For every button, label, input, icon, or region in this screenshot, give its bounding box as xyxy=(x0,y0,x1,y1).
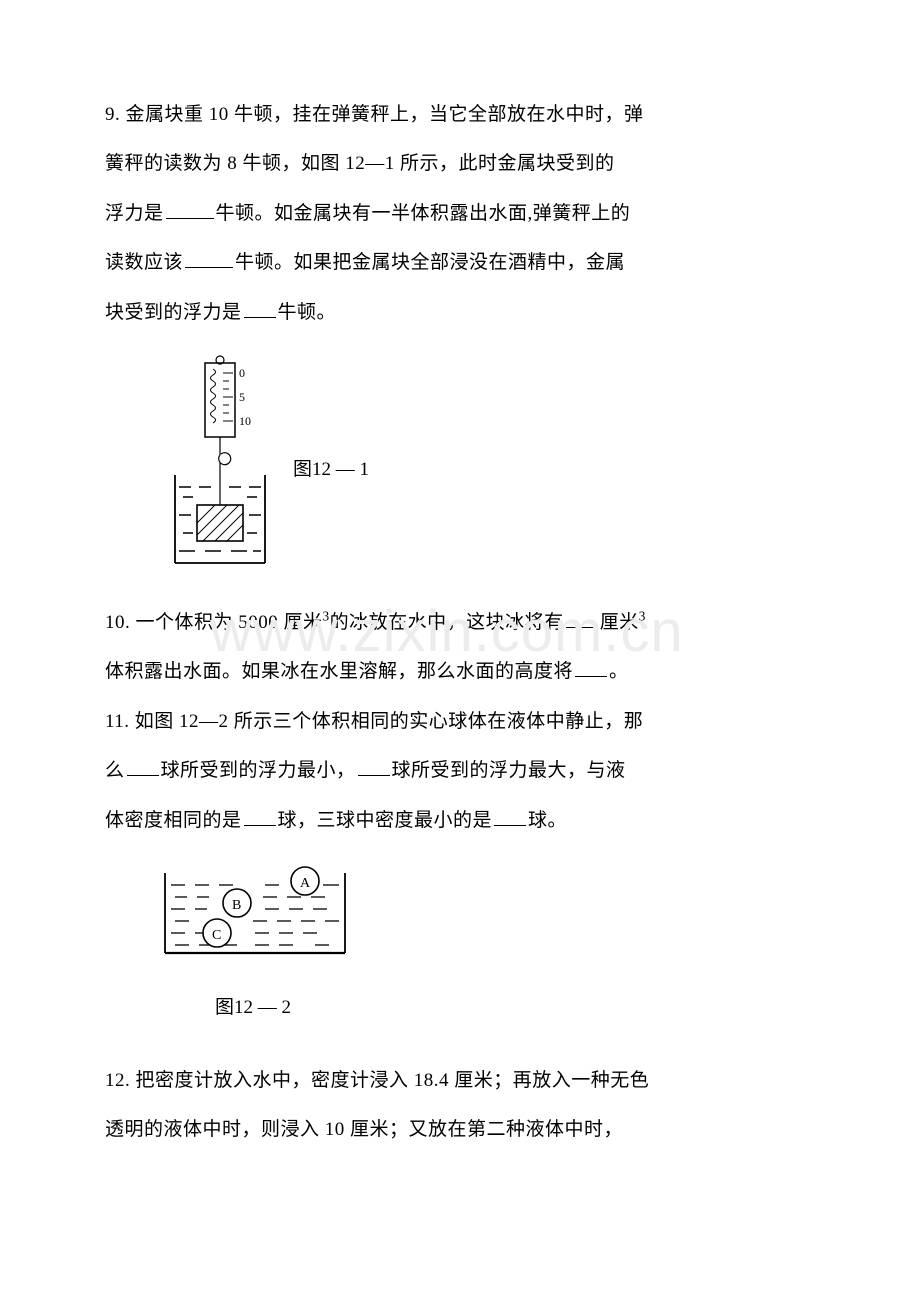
q11-l2b: 球所受到的浮力最小， xyxy=(161,760,356,781)
q11-l3b: 球，三球中密度最小的是 xyxy=(278,810,493,831)
fig1-tick0: 0 xyxy=(239,366,245,380)
q11-line3: 体密度相同的是 球，三球中密度最小的是 球。 xyxy=(105,796,815,845)
q10-line1: 10. 一个体积为 5000 厘米3的冰放在水中，这块冰将有厘米3 xyxy=(105,598,815,647)
q11-line2: 么 球所受到的浮力最小， 球所受到的浮力最大，与液 xyxy=(105,746,815,795)
q9-line4: 读数应该 牛顿。如果把金属块全部浸没在酒精中，金属 xyxy=(105,238,815,287)
q10-l1a: 10. 一个体积为 5000 厘米 xyxy=(105,612,323,633)
fig1-caption: 图12 — 1 xyxy=(293,459,369,480)
q10-l2b: 。 xyxy=(609,661,629,682)
q9-blank3 xyxy=(244,298,276,318)
q10-l1c: 厘米 xyxy=(600,612,639,633)
q9-l5a: 块受到的浮力是 xyxy=(105,302,242,323)
q11-blank3 xyxy=(244,806,276,826)
q11-blank4 xyxy=(494,806,526,826)
q11-l2c: 球所受到的浮力最大，与液 xyxy=(392,760,626,781)
q9-l4a: 读数应该 xyxy=(105,252,183,273)
q10-blank1 xyxy=(566,608,598,628)
q10-sup2: 3 xyxy=(639,609,646,624)
q9-blank2 xyxy=(185,248,233,268)
fig2-label-b: B xyxy=(232,898,241,913)
q9-line2: 簧秤的读数为 8 牛顿，如图 12—1 所示，此时金属块受到的 xyxy=(105,139,815,188)
q9-l5b: 牛顿。 xyxy=(278,302,337,323)
q10-l1b: 的冰放在水中，这块冰将有 xyxy=(330,612,564,633)
q9-line3: 浮力是 牛顿。如金属块有一半体积露出水面,弹簧秤上的 xyxy=(105,189,815,238)
q9-l3b: 牛顿。如金属块有一半体积露出水面,弹簧秤上的 xyxy=(216,203,631,224)
q11-l3c: 球。 xyxy=(528,810,567,831)
q12-line2: 透明的液体中时，则浸入 10 厘米；又放在第二种液体中时， xyxy=(105,1105,815,1154)
q11-blank1 xyxy=(127,756,159,776)
fig2-label-a: A xyxy=(300,876,311,891)
q10-blank2 xyxy=(575,657,607,677)
q9-blank1 xyxy=(166,199,214,219)
figure-12-1-svg: 0 5 10 图12 — 1 xyxy=(105,355,405,575)
q9-l3a: 浮力是 xyxy=(105,203,164,224)
q10-sup1: 3 xyxy=(323,609,330,624)
q11-line1: 11. 如图 12—2 所示三个体积相同的实心球体在液体中静止，那 xyxy=(105,697,815,746)
q10-line2: 体积露出水面。如果冰在水里溶解，那么水面的高度将 。 xyxy=(105,647,815,696)
q11-l3a: 体密度相同的是 xyxy=(105,810,242,831)
q10-l2a: 体积露出水面。如果冰在水里溶解，那么水面的高度将 xyxy=(105,661,573,682)
fig2-label-c: C xyxy=(212,928,221,943)
fig1-tick10: 10 xyxy=(239,414,251,428)
q11-l2a: 么 xyxy=(105,760,125,781)
figure-12-1: 0 5 10 图12 — 1 xyxy=(105,355,815,580)
q9-line1: 9. 金属块重 10 牛顿，挂在弹簧秤上，当它全部放在水中时，弹 xyxy=(105,90,815,139)
fig1-tick5: 5 xyxy=(239,390,245,404)
q9-line5: 块受到的浮力是 牛顿。 xyxy=(105,288,815,337)
q12-line1: 12. 把密度计放入水中，密度计浸入 18.4 厘米；再放入一种无色 xyxy=(105,1056,815,1105)
q11-blank2 xyxy=(358,756,390,776)
figure-12-2: A B C 图12 — 2 xyxy=(105,863,815,1038)
fig2-caption: 图12 — 2 xyxy=(215,997,291,1018)
figure-12-2-svg: A B C 图12 — 2 xyxy=(105,863,405,1033)
q9-l4b: 牛顿。如果把金属块全部浸没在酒精中，金属 xyxy=(235,252,625,273)
